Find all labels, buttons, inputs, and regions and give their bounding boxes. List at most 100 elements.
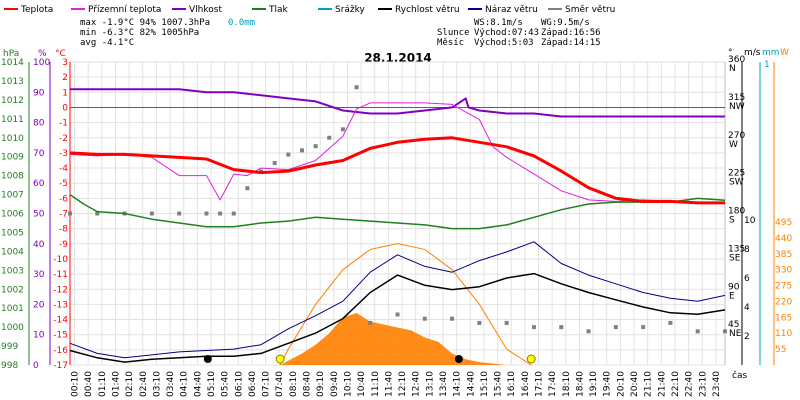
tick-temp: -7 [59, 210, 68, 220]
tick-hpa: 1006 [1, 210, 24, 220]
tick-wm2: 385 [775, 250, 792, 260]
tick-dir: 90 [728, 282, 740, 292]
tick-x: 08:10 [289, 371, 299, 397]
tick-temp: 1 [62, 88, 68, 98]
tick-dir-compass: S [729, 216, 735, 226]
tick-x: 03:10 [152, 371, 162, 397]
series-vlhkost [70, 88, 725, 118]
tick-temp: -2 [59, 134, 68, 144]
tick-x: 10:10 [343, 371, 353, 397]
wind-direction-point [177, 211, 182, 216]
tick-hpa: 1005 [1, 228, 24, 238]
axes: hPa9989991000100110021003100410051006100… [1, 48, 792, 397]
tick-hpa: 998 [1, 361, 18, 371]
tick-pct: 40 [33, 240, 45, 250]
wind-direction-point [668, 320, 673, 325]
moonset-marker [454, 355, 463, 363]
tick-x: 07:10 [262, 371, 272, 397]
tick-wm2: 220 [775, 297, 792, 307]
wind-direction-point [68, 211, 72, 216]
tick-hpa: 1004 [1, 247, 24, 257]
tick-pct: 30 [33, 270, 45, 280]
tick-dir: 315 [728, 93, 745, 103]
tick-hpa: 1002 [1, 285, 24, 295]
stat-sunset: Západ:16:56 [541, 28, 601, 38]
tick-ms: 10 [744, 216, 756, 226]
moonrise-marker [203, 355, 212, 363]
axis-unit-ms: m/s [744, 48, 761, 58]
axis-unit-hpa: hPa [3, 49, 19, 59]
wind-direction-point [299, 148, 304, 153]
tick-x: 02:40 [139, 371, 149, 397]
wind-direction-point [504, 320, 509, 325]
tick-dir-compass: W [729, 140, 738, 150]
legend-label-4: Srážky [335, 5, 366, 15]
tick-pct: 100 [33, 58, 50, 68]
tick-pct: 70 [33, 149, 45, 159]
tick-pct: 20 [33, 300, 45, 310]
tick-temp: -1 [59, 119, 68, 129]
tick-x: 05:10 [207, 371, 217, 397]
tick-pct: 10 [33, 331, 45, 341]
tick-temp: -9 [59, 240, 68, 250]
tick-x: 00:40 [84, 371, 94, 397]
tick-x: 19:10 [589, 371, 599, 397]
tick-hpa: 1010 [1, 134, 24, 144]
tick-x: 06:10 [234, 371, 244, 397]
tick-dir: 225 [728, 169, 745, 179]
tick-temp: 0 [62, 103, 68, 113]
tick-temp: -6 [59, 194, 68, 204]
stat-gust: WG:9.5m/s [541, 18, 590, 28]
tick-x: 19:40 [603, 371, 613, 397]
stat-max: max -1.9°C 94% 1007.3hPa [80, 18, 210, 28]
tick-x: 09:10 [316, 371, 326, 397]
stat-wind: WS:8.1m/s [474, 18, 523, 28]
legend-label-7: Směr větru [565, 5, 615, 15]
tick-x: 05:40 [221, 371, 231, 397]
wind-direction-point [272, 161, 277, 165]
tick-x: 20:40 [630, 371, 640, 397]
tick-ms: 4 [744, 303, 750, 313]
series-solar-theoretical [279, 243, 532, 366]
axis-unit-temp: °C [55, 49, 66, 59]
stat-moonrise: Východ:5:03 [474, 38, 534, 48]
tick-hpa: 1011 [1, 115, 24, 125]
wind-direction-point [95, 211, 100, 216]
tick-x: 09:40 [330, 371, 340, 397]
tick-hpa: 1014 [1, 58, 24, 68]
axis-unit-mm: mm [762, 48, 780, 58]
tick-x: 12:10 [398, 371, 408, 397]
wind-direction-point [340, 127, 345, 132]
tick-x: 20:10 [616, 371, 626, 397]
tick-x: 10:40 [357, 371, 367, 397]
stat-moon-label: Měsíc [437, 38, 464, 48]
tick-x: 14:10 [453, 371, 463, 397]
tick-wm2: 275 [775, 282, 792, 292]
tick-x: 22:40 [685, 371, 695, 397]
tick-dir: 270 [728, 131, 745, 141]
tick-hpa: 1001 [1, 304, 24, 314]
tick-pct: 80 [33, 119, 45, 129]
tick-x: 23:40 [712, 371, 722, 397]
tick-temp: -8 [59, 225, 68, 235]
tick-x: 21:10 [644, 371, 654, 397]
series-teplota [69, 136, 725, 205]
stats-panel: max -1.9°C 94% 1007.3hPa 0.0mm min -6.3°C … [80, 18, 601, 48]
wind-direction-point [422, 316, 427, 321]
axis-unit-pct: % [38, 49, 47, 59]
stat-sun-label: Slunce [437, 28, 470, 38]
axis-unit-dir: ° [728, 48, 733, 58]
tick-x: 16:10 [507, 371, 517, 397]
tick-hpa: 1003 [1, 266, 24, 276]
tick-pct: 90 [33, 88, 45, 98]
stat-avg: avg -4.1°C [80, 38, 134, 48]
tick-wm2: 55 [775, 345, 786, 355]
tick-x: 04:40 [193, 371, 203, 397]
series-přízemní-teplota [69, 102, 725, 204]
tick-hpa: 1007 [1, 191, 24, 201]
tick-dir-compass: N [729, 64, 736, 74]
tick-temp: -5 [59, 179, 68, 189]
legend-label-3: Tlak [268, 5, 289, 15]
wind-direction-point [218, 211, 223, 216]
tick-x: 15:10 [480, 371, 490, 397]
